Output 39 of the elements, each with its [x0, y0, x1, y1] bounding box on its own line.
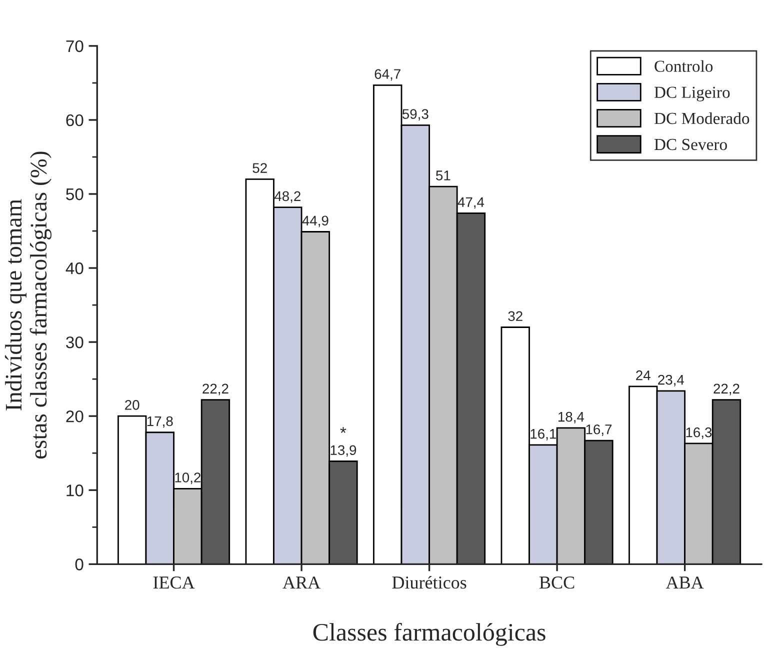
data-label: 18,4 [558, 412, 584, 424]
y-tick-label: 20 [66, 410, 84, 422]
data-label: 64,7 [374, 69, 400, 81]
data-label: 13,9 [330, 445, 356, 457]
y-tick-label: 0 [75, 558, 84, 570]
x-tick-label: IECA [153, 576, 195, 589]
y-axis-title: Indivíduos que tomam estas classes farmacológicas (%) [5, 152, 52, 459]
x-tick-label: ARA [282, 576, 320, 588]
data-label: 48,2 [274, 191, 300, 203]
data-label: 32 [508, 311, 522, 322]
x-tick-label: BCC [540, 576, 574, 589]
y-tick-label: 50 [66, 188, 84, 200]
legend-label: Controlo [654, 60, 713, 72]
x-tick-label: Diuréticos [392, 576, 466, 589]
x-tick-label: ABA [666, 576, 704, 589]
data-label: 10,2 [175, 472, 200, 484]
legend-label: DC Ligeiro [654, 86, 730, 102]
data-label: 51 [436, 170, 450, 180]
y-tick-label: 60 [66, 114, 84, 126]
y-tick-label: 70 [66, 40, 84, 52]
data-label: 22,2 [714, 384, 740, 396]
legend-label: DC Severo [654, 138, 727, 150]
annotation: * [340, 427, 346, 433]
data-label: 16,1 [530, 428, 556, 440]
y-tick-label: 40 [66, 262, 84, 274]
data-label: 44,9 [302, 216, 328, 228]
legend-label: DC Moderado [654, 112, 750, 124]
data-label: 17,8 [147, 416, 173, 428]
x-axis-title: Classes farmacológicas [313, 622, 546, 646]
y-tick-label: 10 [66, 484, 84, 496]
data-label: 16,3 [686, 427, 712, 439]
data-label: 22,2 [202, 384, 228, 396]
data-label: 23,4 [658, 374, 684, 386]
data-label: 20 [125, 400, 140, 410]
y-tick-label: 30 [66, 336, 84, 348]
data-label: 24 [636, 370, 650, 380]
data-label: 59,3 [402, 109, 428, 121]
data-label: 16,7 [586, 424, 612, 436]
data-label: 52 [252, 163, 267, 173]
